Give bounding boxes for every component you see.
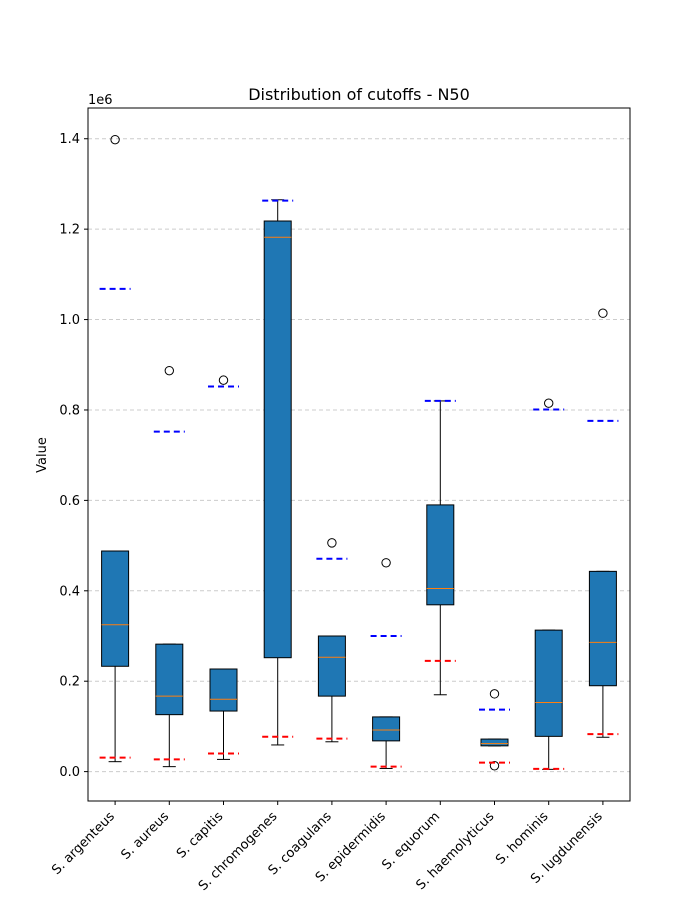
box-group <box>370 558 402 769</box>
outlier-point <box>544 398 554 408</box>
plot-frame <box>87 107 631 802</box>
box-group <box>587 308 619 738</box>
iqr-box <box>101 550 130 667</box>
iqr-box <box>480 738 509 747</box>
outlier-point <box>218 375 229 385</box>
outlier-point <box>327 538 337 548</box>
y-tick-label: 0.6 <box>59 494 80 509</box>
boxes-layer <box>99 134 619 771</box>
chart-title: Distribution of cutoffs - N50 <box>248 85 470 104</box>
outlier-point <box>598 308 608 318</box>
y-tick-label: 0.4 <box>59 584 80 599</box>
box-group <box>533 398 565 770</box>
outlier-point <box>489 761 500 771</box>
box-group <box>208 375 239 760</box>
box-group <box>153 365 185 768</box>
y-tick-label: 1.4 <box>59 132 80 147</box>
iqr-box <box>209 668 238 712</box>
outlier-point <box>381 558 391 568</box>
iqr-box <box>534 629 563 737</box>
y-tick-label: 1.0 <box>59 313 80 328</box>
y-tick-label: 1.2 <box>59 223 80 238</box>
outlier-point <box>489 689 500 699</box>
iqr-box <box>426 504 455 606</box>
iqr-box <box>588 570 617 687</box>
x-tick-label: S. hominis <box>493 809 552 868</box>
iqr-box <box>317 635 346 697</box>
y-axis-scale-label: 1e6 <box>88 93 113 108</box>
x-tick-label: S. aureus <box>119 809 173 863</box>
outlier-point <box>110 134 120 145</box>
y-tick-label: 0.8 <box>59 403 80 418</box>
y-tick-label: 0.2 <box>59 675 80 690</box>
box-group <box>424 399 456 696</box>
y-tick-label: 0.0 <box>59 765 80 780</box>
iqr-box <box>155 643 184 716</box>
box-group <box>99 134 131 763</box>
box-group <box>262 199 294 746</box>
axis-layer: 0.0 0.2 0.4 0.6 0.8 1.0 1.2 1.4 S. argenteus S. a… <box>49 132 606 894</box>
x-tick-label: S. argenteus <box>49 809 118 878</box>
x-tick-label: S. capitis <box>174 809 226 861</box>
iqr-box <box>263 220 292 659</box>
iqr-box <box>372 716 401 742</box>
outlier-point <box>164 365 175 376</box>
box-group <box>316 538 348 743</box>
box-group <box>479 689 510 771</box>
y-axis-label: Value <box>35 437 50 473</box>
